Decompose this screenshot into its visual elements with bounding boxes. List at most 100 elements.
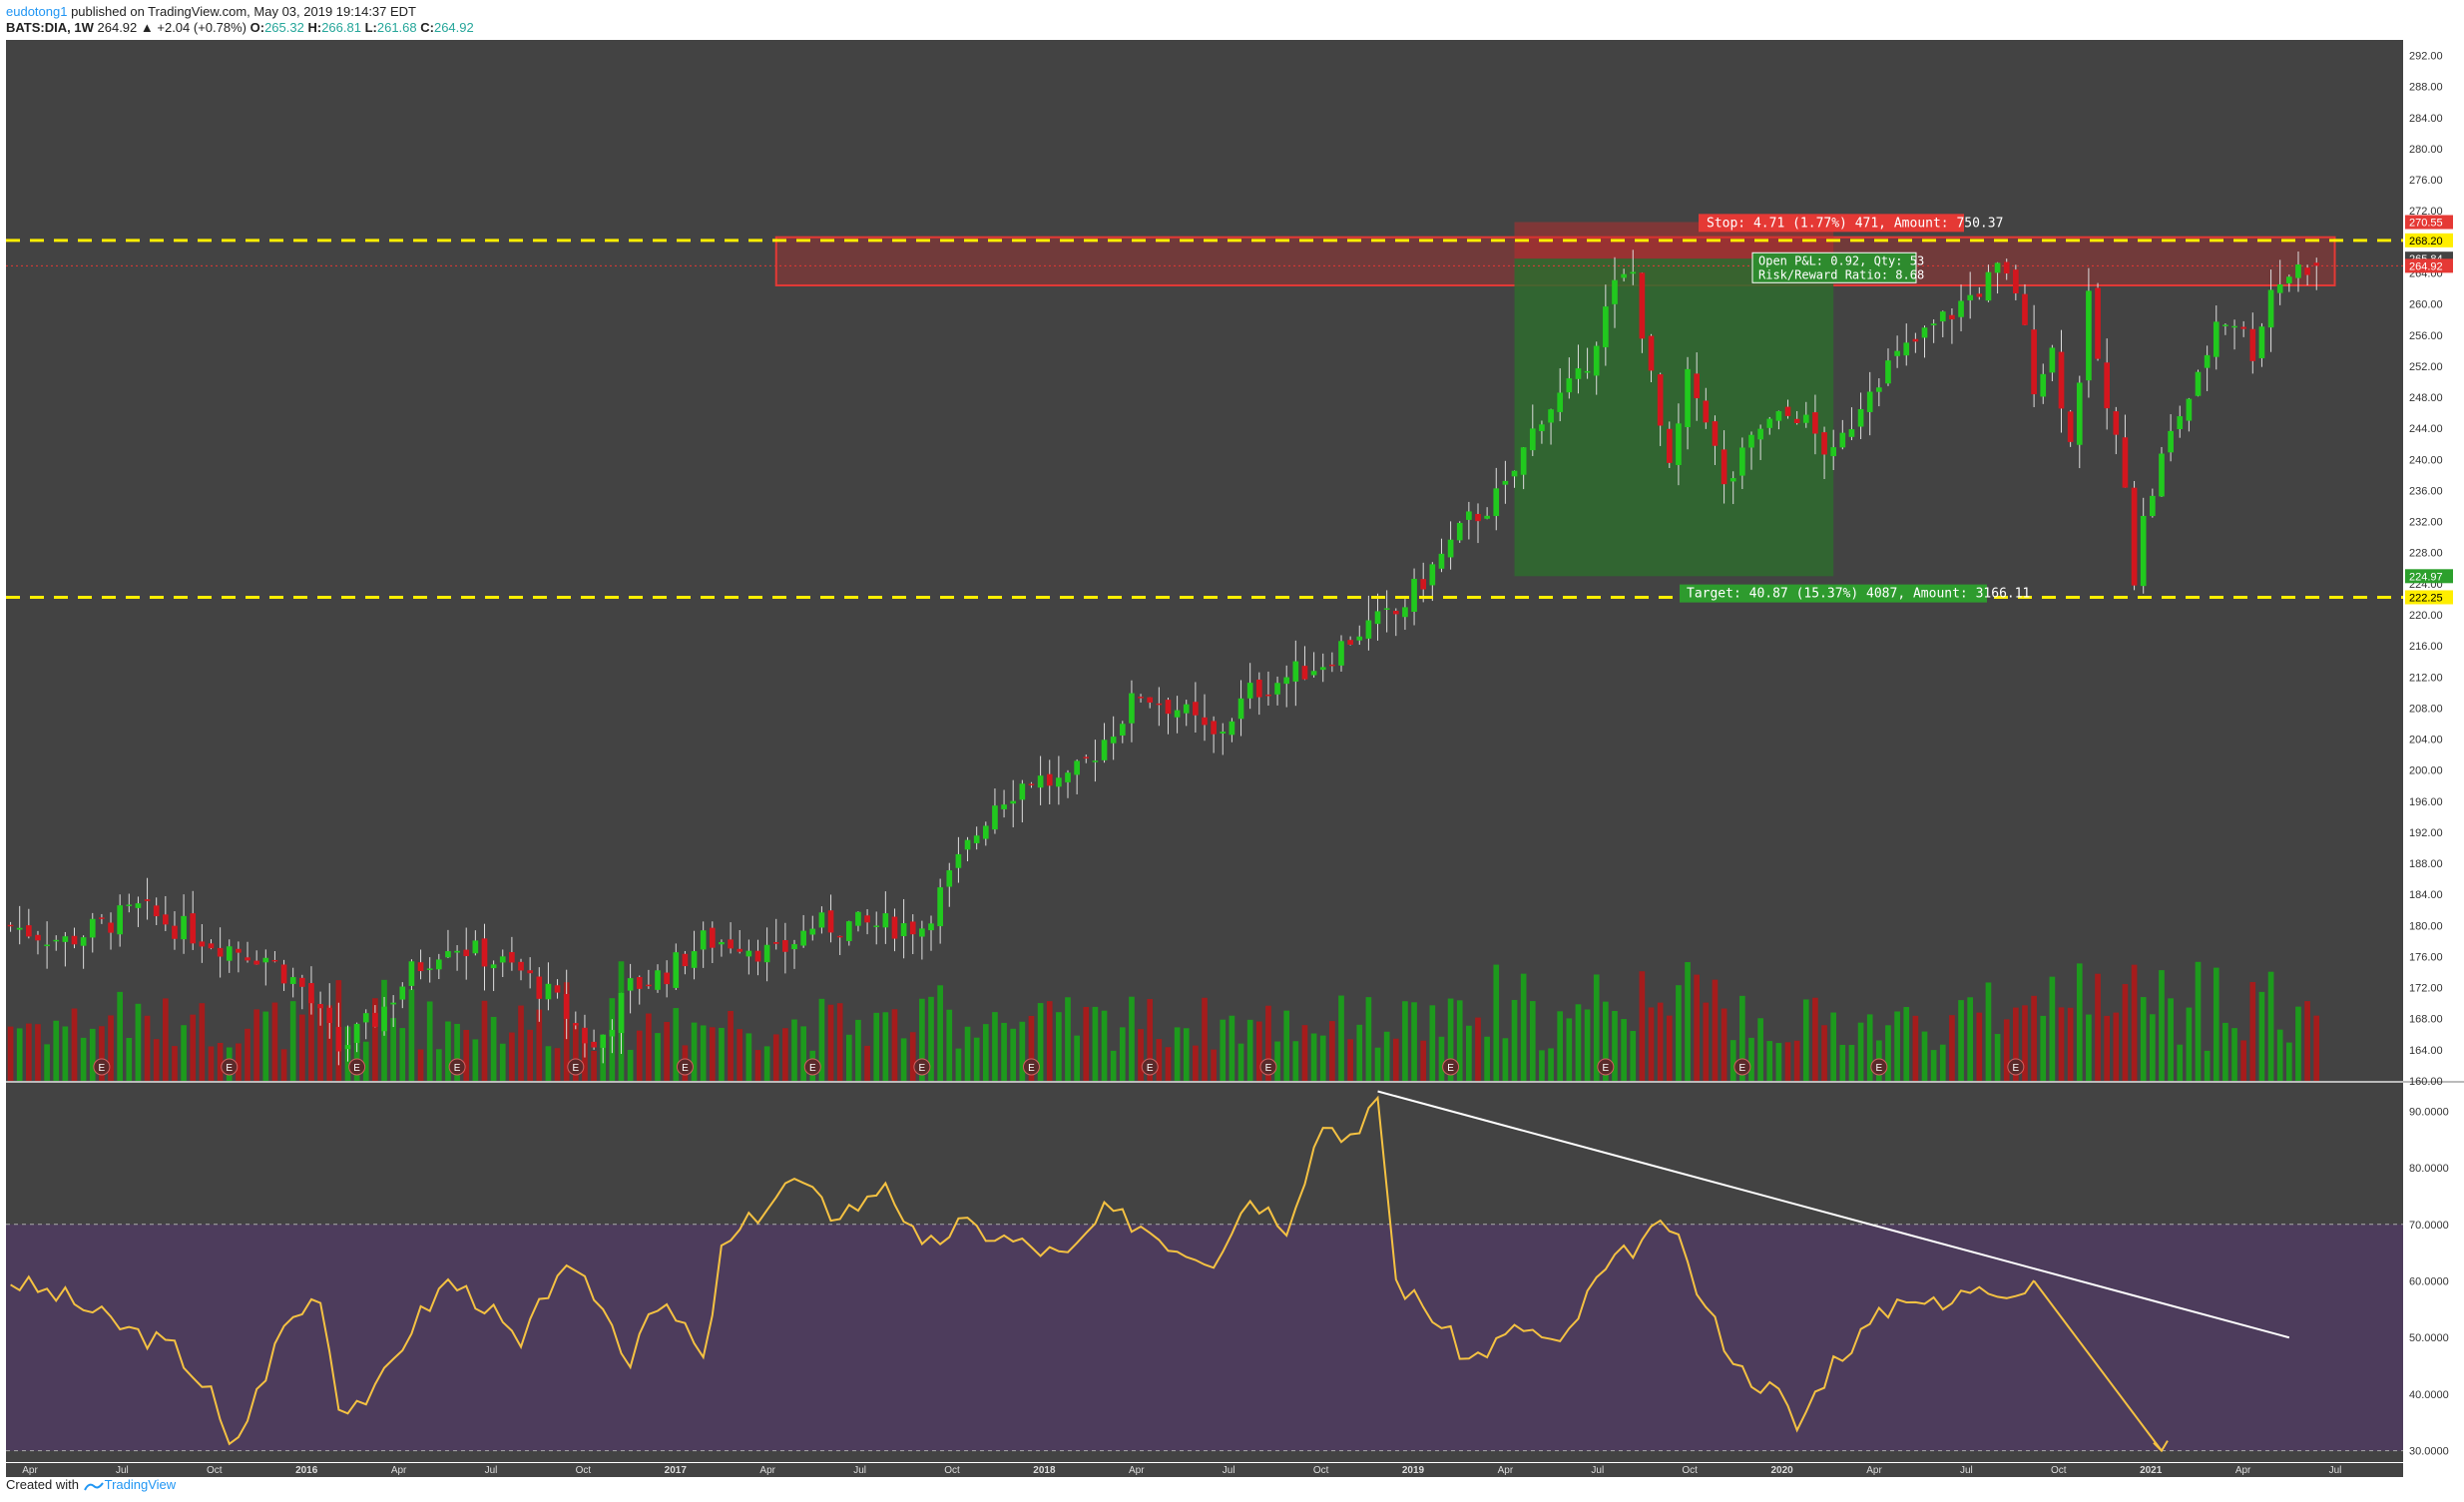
chart-header: eudotong1 published on TradingView.com, … — [6, 4, 2451, 38]
candle-body — [1237, 698, 1244, 720]
volume-bar — [900, 1038, 907, 1081]
volume-bar — [527, 1029, 533, 1081]
candle-body — [1939, 311, 1946, 322]
price-tick-label: 160.00 — [2409, 1076, 2443, 1088]
rsi-tick-label: 60.0000 — [2409, 1276, 2449, 1288]
price-change: ▲ +2.04 (+0.78%) — [140, 20, 246, 35]
candle-body — [2186, 398, 2193, 421]
volume-bar — [1110, 1050, 1117, 1081]
earnings-marker-icon — [676, 1058, 694, 1076]
volume-bar — [435, 1049, 442, 1081]
volume-bar — [1520, 973, 1527, 1081]
volume-bar — [271, 1002, 278, 1081]
volume-bar — [172, 1046, 178, 1081]
candle-body — [1748, 434, 1754, 448]
candle-body — [253, 960, 259, 965]
volume-bar — [2267, 971, 2274, 1081]
candle-body — [1046, 773, 1053, 786]
volume-bar — [390, 1018, 396, 1081]
volume-bar — [1894, 1011, 1900, 1081]
time-tick-label: Apr — [22, 1465, 38, 1476]
volume-bar — [1056, 1012, 1062, 1081]
candle-body — [1894, 350, 1900, 356]
volume-bar — [928, 996, 934, 1081]
volume-bar — [2249, 982, 2256, 1081]
candle-body — [2140, 515, 2147, 587]
volume-bar — [71, 1008, 78, 1081]
volume-bar — [1621, 1019, 1627, 1081]
price-tick-label: 272.00 — [2409, 206, 2443, 218]
candle-body — [618, 992, 625, 1034]
time-tick-label: Apr — [1498, 1465, 1514, 1476]
candle-body — [1812, 412, 1818, 434]
volume-bar — [509, 1032, 515, 1081]
volume-bar — [554, 1048, 561, 1081]
candle-body — [2122, 437, 2129, 488]
tradingview-brand[interactable]: TradingView — [104, 1477, 177, 1492]
volume-bar — [1147, 999, 1154, 1081]
earnings-marker-icon — [1141, 1058, 1159, 1076]
volume-bar — [1447, 998, 1454, 1081]
candle-body — [2213, 321, 2219, 357]
volume-bar — [1001, 1022, 1007, 1081]
volume-bar — [882, 1012, 889, 1081]
volume-bar — [937, 985, 943, 1081]
candle-body — [1319, 667, 1326, 671]
candle-body — [1520, 447, 1527, 475]
price-tick-label: 252.00 — [2409, 361, 2443, 373]
volume-bar — [1174, 1027, 1181, 1081]
volume-bar — [117, 991, 123, 1081]
earnings-marker-icon — [348, 1058, 366, 1076]
volume-bar — [199, 1003, 206, 1081]
candle-body — [1092, 760, 1099, 762]
volume-bar — [1392, 1038, 1399, 1081]
volume-bar — [2276, 1029, 2283, 1081]
candle-body — [719, 941, 725, 945]
candle-body — [89, 918, 96, 938]
low-label: L: — [364, 20, 377, 35]
earnings-marker-icon — [913, 1058, 931, 1076]
earnings-marker-label: E — [1739, 1063, 1746, 1074]
candle-body — [280, 964, 287, 984]
rsi-tick-label: 90.0000 — [2409, 1106, 2449, 1118]
volume-bar — [1603, 1001, 1609, 1081]
volume-bar — [1885, 1025, 1891, 1081]
candle-body — [454, 950, 460, 953]
candle-body — [855, 911, 861, 926]
candle-body — [1802, 414, 1809, 423]
close-label: C: — [420, 20, 434, 35]
price-tick-label: 232.00 — [2409, 517, 2443, 529]
candle-body — [1676, 423, 1682, 465]
candle-body — [108, 922, 114, 933]
volume-bar — [1648, 1007, 1655, 1081]
candle-body — [1411, 578, 1417, 612]
volume-bar — [417, 1049, 424, 1081]
candle-body — [289, 977, 296, 984]
price-tick-label: 280.00 — [2409, 144, 2443, 156]
candle-body — [1402, 607, 1408, 618]
volume-bar — [1912, 1015, 1919, 1081]
volume-bar — [1802, 999, 1809, 1081]
volume-bar — [1903, 1007, 1910, 1081]
volume-bar — [1420, 1040, 1427, 1081]
volume-bar — [627, 1049, 634, 1081]
volume-bar — [1566, 1018, 1573, 1081]
volume-bar — [1976, 1012, 1983, 1081]
time-tick-label: Jul — [1591, 1465, 1604, 1476]
candle-body — [1830, 447, 1837, 457]
candle-body — [1301, 666, 1308, 680]
candle-body — [1757, 428, 1763, 440]
candle-body — [472, 940, 479, 954]
tradingview-logo-icon — [83, 1481, 104, 1491]
candle-body — [408, 961, 415, 986]
earnings-marker-label: E — [454, 1063, 461, 1074]
author-link[interactable]: eudotong1 — [6, 4, 68, 19]
candle-body — [728, 939, 734, 949]
symbol-label[interactable]: BATS:DIA, 1W — [6, 20, 94, 35]
candle-body — [1101, 740, 1108, 760]
candle-body — [1994, 262, 2001, 273]
target-zone — [1514, 258, 1834, 577]
volume-bar — [289, 1001, 296, 1081]
volume-bar — [2031, 995, 2037, 1081]
